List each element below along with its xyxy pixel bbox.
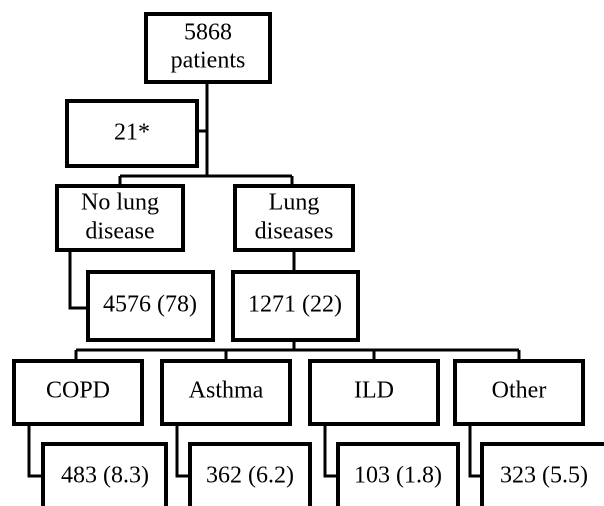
node-label: disease bbox=[85, 219, 154, 245]
node-label: Lung bbox=[269, 190, 320, 216]
connectors bbox=[27, 82, 521, 478]
node-box bbox=[86, 270, 215, 342]
node-label: diseases bbox=[255, 219, 334, 245]
node-label: ILD bbox=[354, 378, 394, 404]
node-label: 323 (5.5) bbox=[500, 463, 588, 489]
node-box bbox=[144, 12, 272, 84]
node-label: patients bbox=[171, 48, 246, 74]
node-label: 4576 (78) bbox=[103, 292, 197, 318]
node-label: 5868 bbox=[184, 20, 232, 46]
node-label: COPD bbox=[46, 378, 110, 404]
connector bbox=[68, 250, 88, 310]
node-box bbox=[308, 359, 440, 426]
node-label: 483 (8.3) bbox=[61, 463, 149, 489]
node-box bbox=[65, 99, 199, 168]
node-label: 21* bbox=[114, 120, 150, 146]
node-box bbox=[336, 442, 460, 506]
connector bbox=[74, 340, 521, 361]
node-label: Asthma bbox=[189, 378, 264, 404]
node-box bbox=[231, 270, 360, 342]
node-box bbox=[41, 442, 168, 506]
node-label: 362 (6.2) bbox=[206, 463, 294, 489]
node-label: Other bbox=[492, 378, 547, 404]
node-box bbox=[453, 359, 585, 426]
node-box bbox=[480, 442, 604, 506]
node-label: 1271 (22) bbox=[248, 292, 342, 318]
connector bbox=[118, 82, 294, 186]
node-box bbox=[188, 442, 312, 506]
connector bbox=[27, 424, 482, 478]
node-label: 103 (1.8) bbox=[354, 463, 442, 489]
node-box bbox=[233, 184, 355, 252]
node-box bbox=[160, 359, 292, 426]
node-box bbox=[55, 184, 185, 252]
node-label: No lung bbox=[81, 190, 159, 216]
node-box bbox=[12, 359, 144, 426]
